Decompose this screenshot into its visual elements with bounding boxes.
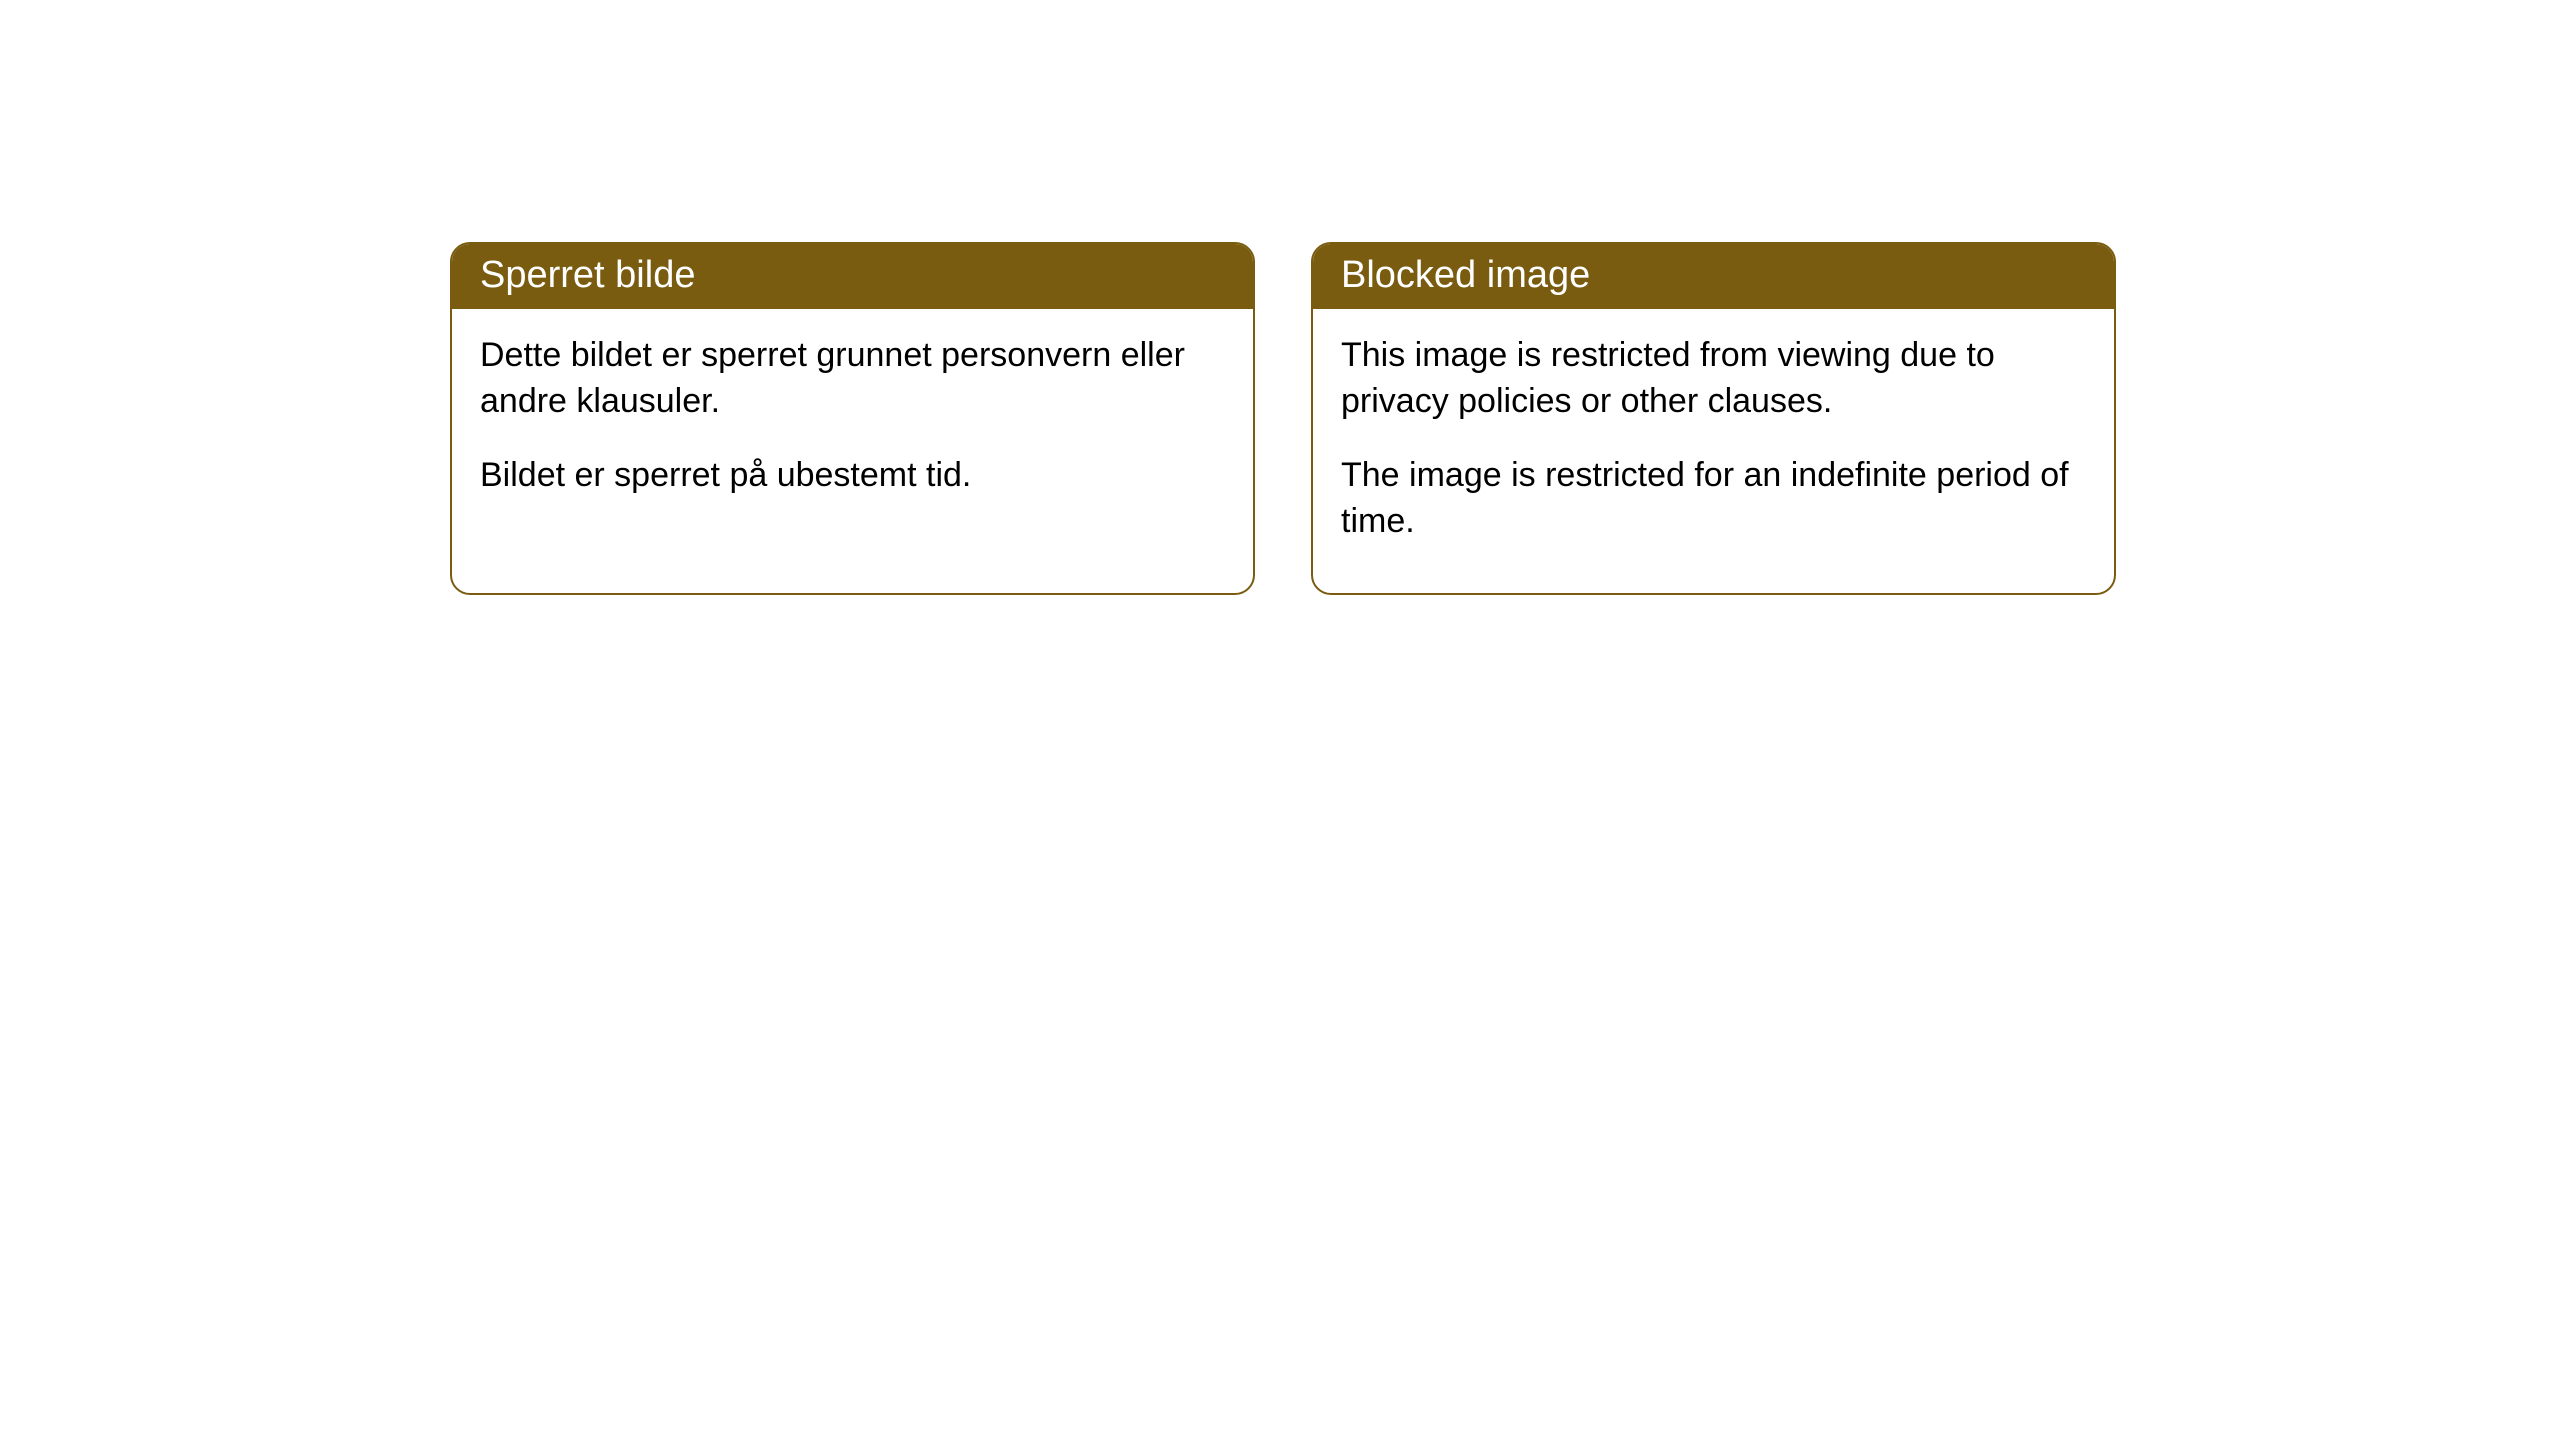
card-paragraph-1-english: This image is restricted from viewing du… xyxy=(1341,333,2086,425)
card-body-norwegian: Dette bildet er sperret grunnet personve… xyxy=(452,309,1253,547)
card-title-norwegian: Sperret bilde xyxy=(480,254,695,296)
card-paragraph-1-norwegian: Dette bildet er sperret grunnet personve… xyxy=(480,333,1225,425)
card-paragraph-2-norwegian: Bildet er sperret på ubestemt tid. xyxy=(480,453,1225,499)
card-header-english: Blocked image xyxy=(1313,244,2114,309)
card-paragraph-2-english: The image is restricted for an indefinit… xyxy=(1341,453,2086,545)
card-body-english: This image is restricted from viewing du… xyxy=(1313,309,2114,593)
card-header-norwegian: Sperret bilde xyxy=(452,244,1253,309)
card-title-english: Blocked image xyxy=(1341,254,1590,296)
notice-cards-container: Sperret bilde Dette bildet er sperret gr… xyxy=(450,242,2116,595)
notice-card-norwegian: Sperret bilde Dette bildet er sperret gr… xyxy=(450,242,1255,595)
notice-card-english: Blocked image This image is restricted f… xyxy=(1311,242,2116,595)
